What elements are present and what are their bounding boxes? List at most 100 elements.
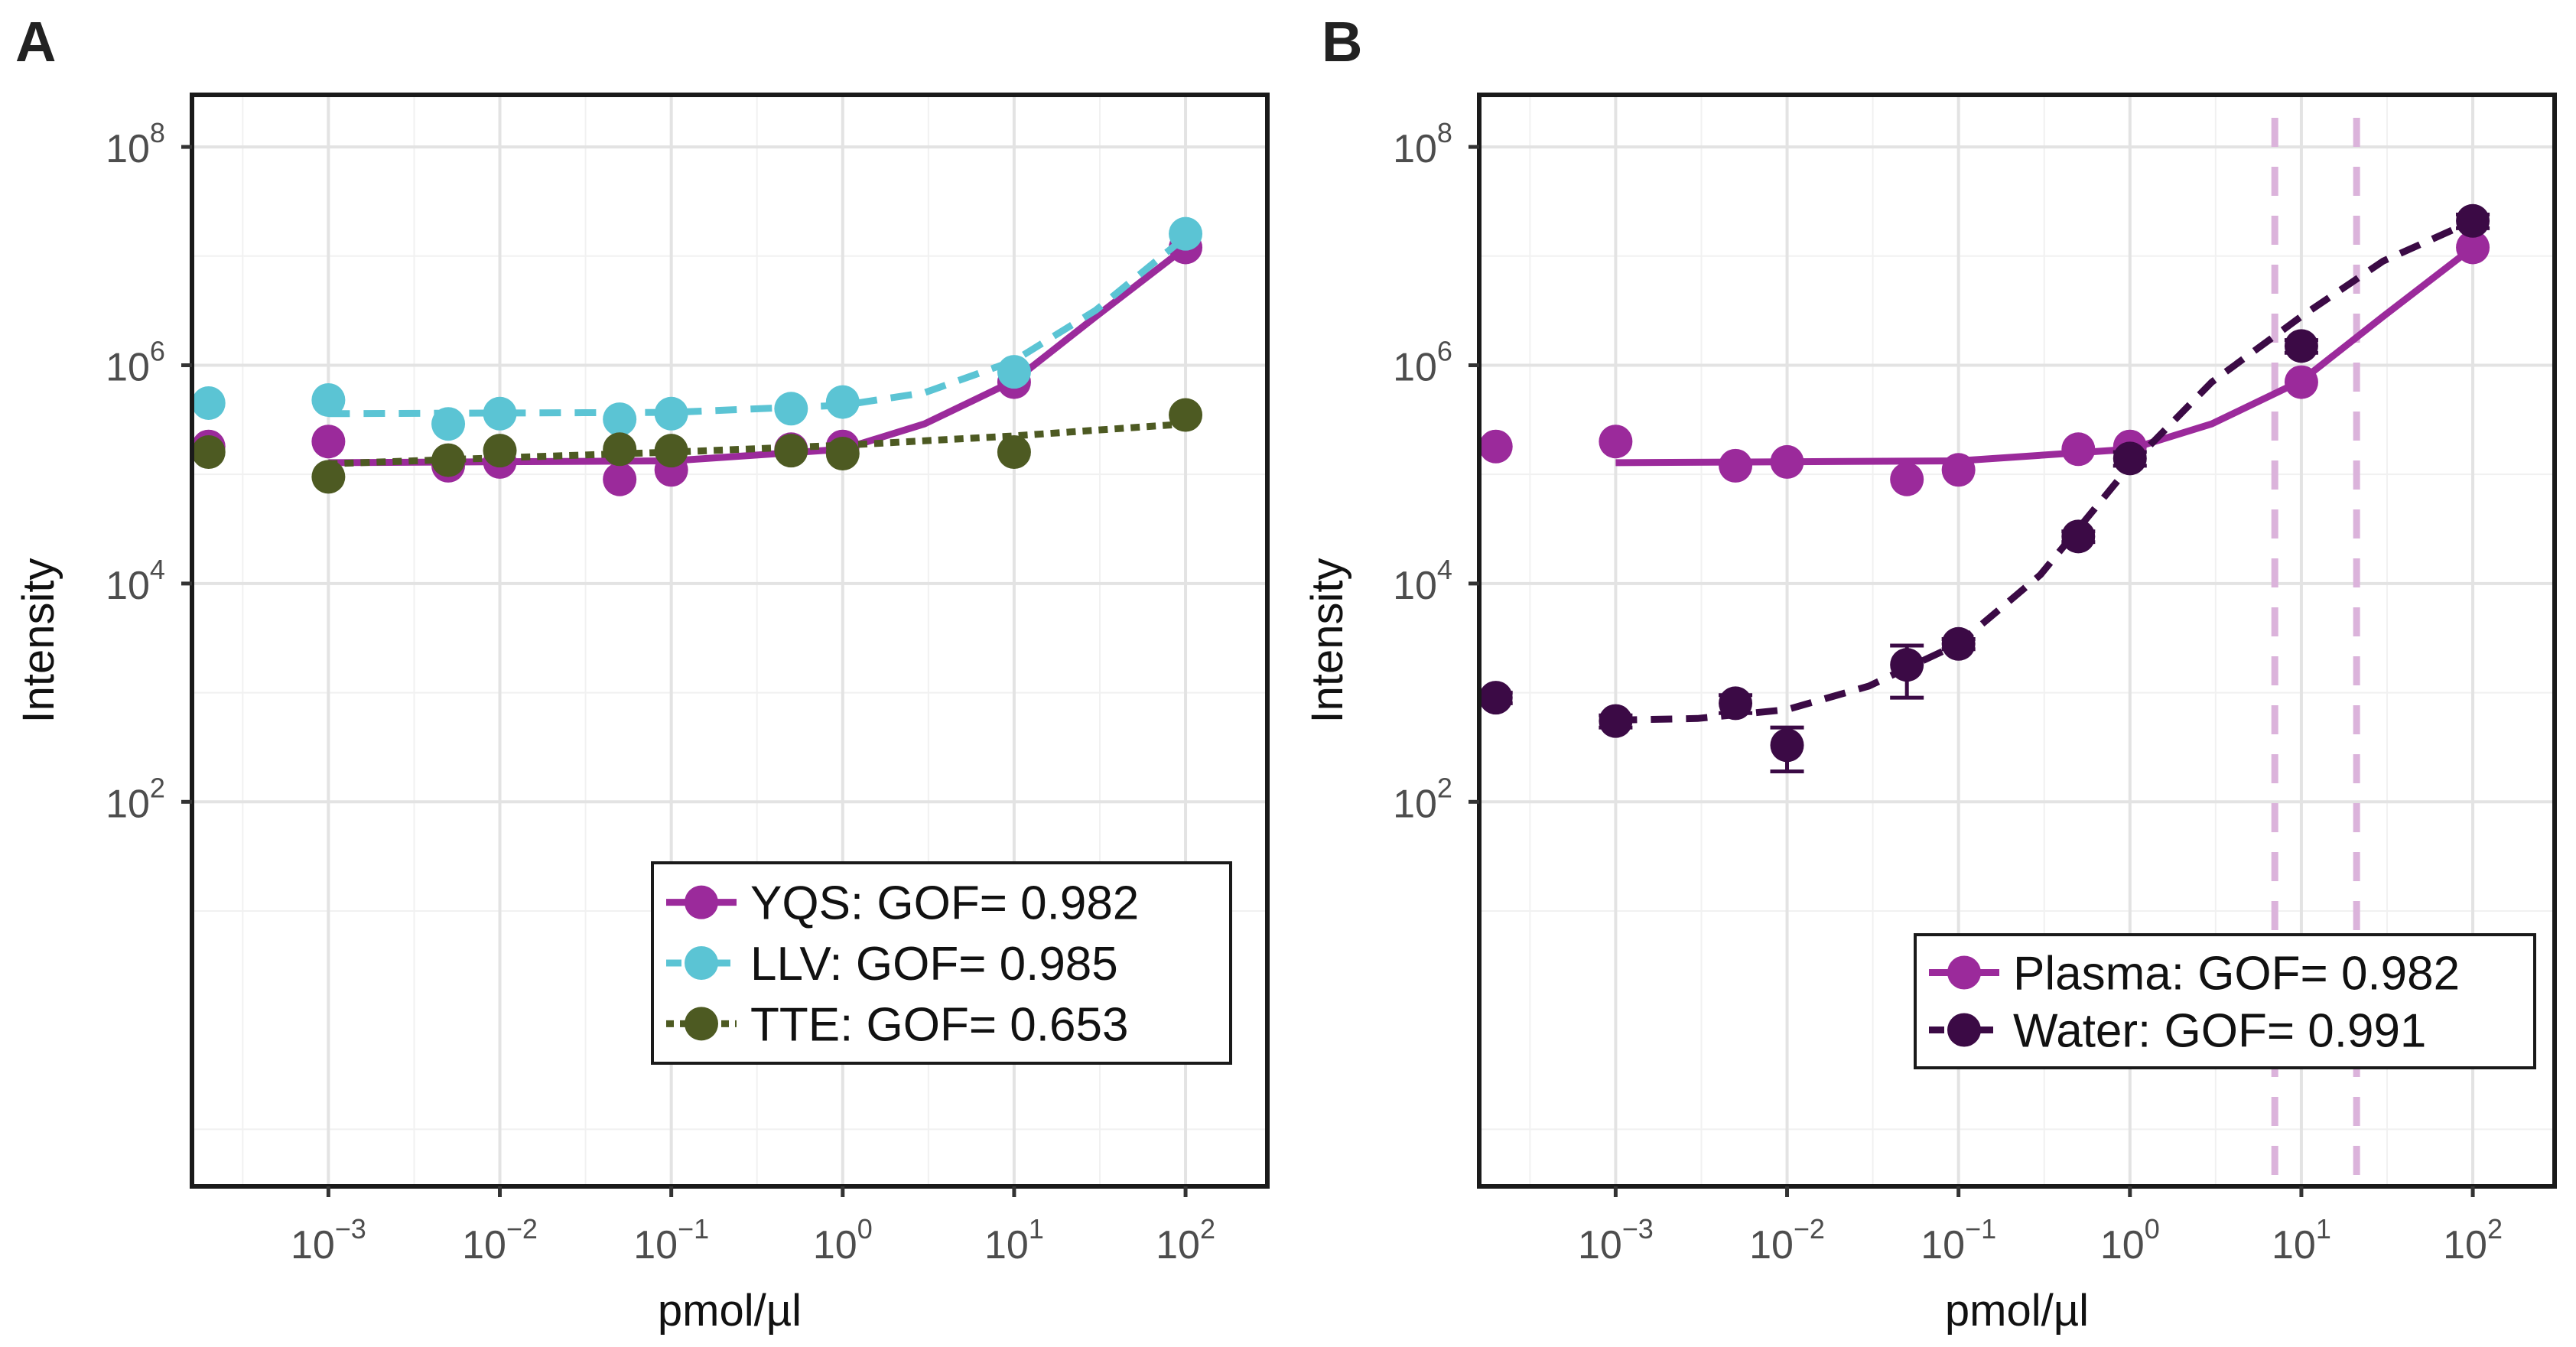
x-tick-exponent: 1 xyxy=(2316,1213,2331,1245)
data-point-plasma xyxy=(1479,429,1513,464)
x-tick-label: 10−3 xyxy=(291,1213,366,1267)
data-point-plasma xyxy=(2061,432,2096,467)
plot-frame xyxy=(1477,93,2557,1189)
fit-line-llv xyxy=(328,234,1188,418)
data-point-water xyxy=(2456,203,2490,238)
x-tick-exponent: −1 xyxy=(678,1213,709,1245)
data-point-plasma xyxy=(1770,444,1804,479)
data-point-llv xyxy=(431,407,466,441)
y-axis-title: Intensity xyxy=(1303,558,1352,724)
y-tick-base: 10 xyxy=(106,345,150,389)
panel-a: A 10−3 10−2 10−1 100 101 102102104106108pmol/… xyxy=(14,10,1270,1336)
y-tick-base: 10 xyxy=(1393,564,1437,608)
x-tick-base: 10 xyxy=(462,1223,506,1267)
data-point-water xyxy=(1479,681,1513,715)
y-tick-base: 10 xyxy=(1393,782,1437,826)
data-point-water xyxy=(1770,728,1804,763)
x-tick-base: 10 xyxy=(2272,1223,2316,1267)
x-tick-base: 10 xyxy=(813,1223,857,1267)
y-tick-exponent: 8 xyxy=(1437,117,1452,148)
x-axis-title: pmol/µl xyxy=(658,1286,802,1336)
data-point-water xyxy=(1890,648,1924,682)
legend-label-water: Water: GOF= 0.991 xyxy=(2013,1005,2426,1058)
data-point-llv xyxy=(483,396,517,431)
x-tick-label: 10−2 xyxy=(1749,1213,1825,1267)
y-tick-exponent: 8 xyxy=(150,117,165,148)
legend-label-plasma: Plasma: GOF= 0.982 xyxy=(2013,948,2460,1000)
data-point-tte xyxy=(311,460,346,494)
data-point-water xyxy=(1719,686,1753,721)
x-tick-exponent: −2 xyxy=(506,1213,538,1245)
data-point-water xyxy=(1599,704,1633,738)
legend-key-marker xyxy=(1947,1013,1981,1047)
x-tick-exponent: 1 xyxy=(1029,1213,1044,1245)
series-group xyxy=(1479,203,2490,774)
y-axis-title: Intensity xyxy=(14,558,63,724)
data-point-llv xyxy=(774,392,808,426)
x-tick-label: 10−2 xyxy=(462,1213,538,1267)
x-tick-base: 10 xyxy=(2443,1223,2487,1267)
y-tick-exponent: 2 xyxy=(1437,772,1452,803)
x-tick-exponent: −3 xyxy=(335,1213,366,1245)
data-point-llv xyxy=(192,386,226,420)
x-tick-label: 10−1 xyxy=(633,1213,709,1267)
y-tick-label: 108 xyxy=(1393,117,1452,171)
x-tick-exponent: 0 xyxy=(2145,1213,2160,1245)
x-tick-label: 10−1 xyxy=(1921,1213,1996,1267)
data-point-llv xyxy=(1169,216,1203,251)
data-point-yqs xyxy=(311,425,346,459)
y-tick-base: 10 xyxy=(106,127,150,171)
y-tick-label: 104 xyxy=(106,554,165,608)
legend-label-yqs: YQS: GOF= 0.982 xyxy=(750,877,1139,930)
data-point-llv xyxy=(997,355,1031,389)
plot-frame xyxy=(190,93,1270,1189)
data-point-water xyxy=(2113,441,2147,476)
legend-key-marker xyxy=(685,885,718,919)
panel-label-b: B xyxy=(1322,10,1362,73)
legend-box xyxy=(651,861,1232,1065)
y-tick-base: 10 xyxy=(1393,127,1437,171)
legend-label-llv: LLV: GOF= 0.985 xyxy=(750,938,1118,991)
y-tick-label: 106 xyxy=(106,335,165,389)
y-tick-exponent: 4 xyxy=(150,554,165,585)
data-point-plasma xyxy=(2284,365,2318,399)
x-tick-base: 10 xyxy=(2100,1223,2145,1267)
y-tick-exponent: 2 xyxy=(150,772,165,803)
data-point-tte xyxy=(654,434,688,468)
y-tick-label: 108 xyxy=(106,117,165,171)
data-point-llv xyxy=(311,382,346,417)
y-tick-base: 10 xyxy=(106,564,150,608)
x-tick-exponent: 2 xyxy=(1200,1213,1215,1245)
legend-key-marker xyxy=(685,946,718,980)
legend-box xyxy=(1914,933,2536,1069)
x-tick-base: 10 xyxy=(291,1223,335,1267)
legend-label-tte: TTE: GOF= 0.653 xyxy=(750,998,1128,1051)
x-tick-base: 10 xyxy=(1921,1223,1965,1267)
x-tick-label: 100 xyxy=(813,1213,873,1267)
x-tick-exponent: 0 xyxy=(857,1213,873,1245)
data-point-plasma xyxy=(2456,230,2490,265)
x-tick-exponent: −3 xyxy=(1622,1213,1654,1245)
y-tick-base: 10 xyxy=(106,782,150,826)
data-point-plasma xyxy=(1719,448,1753,483)
y-tick-label: 104 xyxy=(1393,554,1452,608)
y-tick-exponent: 6 xyxy=(150,335,165,366)
x-tick-exponent: −1 xyxy=(1965,1213,1996,1245)
x-tick-exponent: −2 xyxy=(1794,1213,1825,1245)
data-point-tte xyxy=(483,434,517,468)
data-point-tte xyxy=(774,434,808,468)
x-tick-label: 102 xyxy=(2443,1213,2503,1267)
x-tick-exponent: 2 xyxy=(2487,1213,2503,1245)
data-point-tte xyxy=(1169,398,1203,432)
x-tick-label: 102 xyxy=(1156,1213,1215,1267)
data-point-tte xyxy=(997,435,1031,470)
fit-line-tte xyxy=(328,420,1186,467)
y-tick-label: 102 xyxy=(1393,772,1452,826)
data-point-water xyxy=(2061,519,2096,554)
data-point-tte xyxy=(431,443,466,477)
series-group xyxy=(192,216,1203,496)
legend-key-marker xyxy=(1947,955,1981,990)
